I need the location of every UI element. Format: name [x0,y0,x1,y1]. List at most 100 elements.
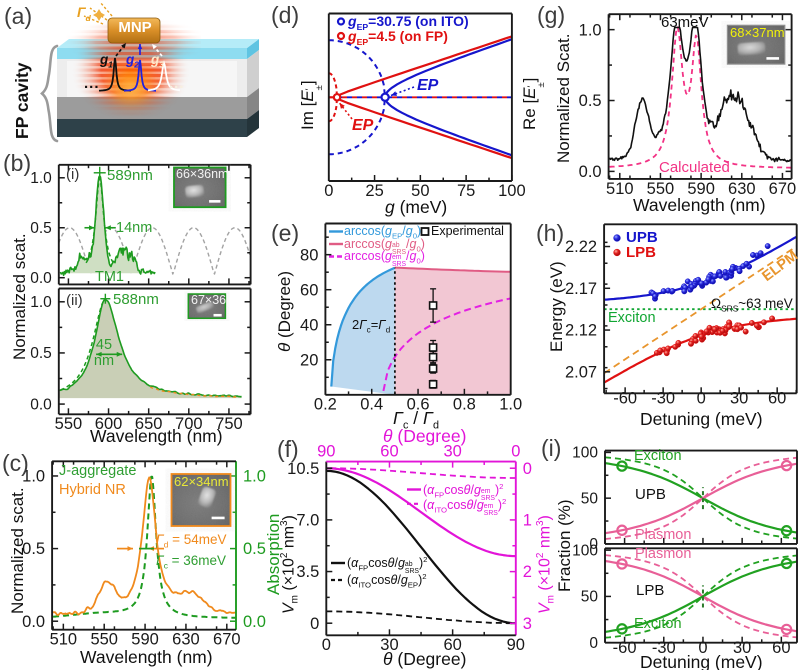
tick-label: 700 [175,415,203,433]
b-i-inset-label: 66×36nm [176,167,229,181]
datapoint-LPB-data [706,324,713,331]
scale-bar [213,313,222,317]
h-x-axis-title: Detuning (meV) [640,409,763,429]
sem-inset [726,24,786,65]
e-legend-arccos-ab: arccos(g ab SRS/g0) [344,236,425,256]
tick-label: 2.07 [565,363,597,381]
sem-inset [173,166,227,209]
f-legend-magenta-dashed: (αITOcosθ/g em SRS)2 [423,496,507,517]
datapoint-UPB-data [764,243,771,250]
ep-marker [380,92,390,102]
tick-label: 510 [606,180,634,198]
tick-label: 0.6 [407,396,430,414]
experimental-point [428,301,438,310]
area-scattering [59,299,242,399]
datapoint-LPB-data [657,347,664,354]
nanorod [737,41,766,56]
g-inset-label: 68×37nm [730,25,785,40]
e-x-axis-title: Γc / Γd [393,408,440,432]
b-ii-index: (ii) [66,292,83,309]
g-splitting-label: 63meV [661,14,709,31]
curve-LPB-curve [603,317,797,384]
tick-label: 0 [511,443,520,461]
b-ii-peak-label: 588nm [113,291,159,308]
tick-label: 0 [589,536,598,553]
gamma-d-label: Γd [77,4,91,23]
tick-label: 0.0 [243,613,266,631]
experimental-point [428,352,438,362]
i-y-axis-title: Fraction (%) [555,499,574,592]
tick-label: 90 [507,636,525,654]
tick-label: 1.0 [22,468,45,486]
b-x-axis-title: Wavelength (nm) [90,426,223,446]
datapoint-LPB-data [769,315,776,322]
curve-aFP-over-gSRSab [326,469,516,625]
arrow-line [338,102,353,120]
tick-label: 2.22 [565,238,597,256]
datapoint-UPB-data [711,273,718,280]
datapoint-UPB-data [736,268,743,275]
tick-label: 100 [572,542,598,559]
tick-label: 750 [215,415,243,433]
panel-b-tag: (b) [3,150,32,176]
tick-label: 1.0 [243,468,266,486]
nanorod [197,486,216,509]
layer-side-substrate [247,110,259,137]
panel-f-tag: (f) [277,436,299,462]
f-x-axis-title: θ (Degree) [383,649,467,669]
datapoint-UPB-data [723,274,730,281]
c-gamma-d-label: Γd = 54meV [156,532,227,550]
ep-marker [336,17,346,26]
ep-marker [336,31,346,41]
tick-label: 0.0 [22,613,45,631]
datapoint-UPB-data [750,252,756,258]
datapoint-UPB-data [757,250,764,257]
tick-label: 0.5 [30,220,52,237]
curve-Im-upper-ITO [328,39,387,98]
experimental-point [428,343,438,352]
layer-side-mirror [247,88,259,119]
tick-label: 25 [365,182,383,200]
tick-label: 0.0 [30,396,52,413]
b-i-peak-label: 589nm [107,167,153,184]
tick-label: 0 [310,615,319,633]
tick-label: 590 [131,631,159,649]
layer-side-cavity-spacer [247,50,259,97]
marker-ring [616,558,628,570]
curve-plasmon-fraction-calc [604,554,798,639]
datapoint-LPB-data [748,320,755,326]
tick-label: 60 [443,636,461,654]
datapoint-UPB-data [652,293,659,300]
tick-label: 50 [581,490,599,507]
datapoint-LPB-data [719,327,726,334]
mode-peak [147,60,181,92]
b-i-fwhm-label: 14nm [116,220,153,236]
e-condition-label: 2Γc=Γd [352,317,391,335]
panel-a-tag: (a) [4,3,33,29]
tick-label: 630 [728,180,756,198]
marker-ring [616,460,628,472]
tick-label: 2 [523,563,532,581]
g2-label: g2 [126,52,139,70]
tick-label: 0.2 [314,396,337,414]
dots-right: ... [169,75,185,92]
g-x-axis-title: Wavelength (nm) [633,195,766,215]
sem-inset [187,293,227,320]
d-y-axis-title: Im [E ′ ±] [298,80,324,130]
c-y-axis-title: Normalized scat. [8,487,27,614]
marker-ring [780,525,793,537]
f-legend-black-dashed: (αITOcosθ/gEP)2 [347,572,427,590]
region-srs-region [394,267,511,395]
datapoint-LPB-data [760,319,767,326]
marker-ring [616,524,628,536]
f-y-axis-title: Vm (×102 nm3) [279,515,301,614]
scale-bar [766,57,780,60]
e-legend-arccos-em: arccos(g em SRS/g0) [344,249,425,269]
scale-bar [209,200,221,203]
i-lpb-label: LPB [636,582,665,599]
curve-ELPM-line [603,245,798,374]
tick-label: 0.4 [360,396,383,414]
tick-label: 550 [647,180,675,198]
d-ep-label-ito: EP [417,77,439,94]
tick-label: 75 [457,182,475,200]
